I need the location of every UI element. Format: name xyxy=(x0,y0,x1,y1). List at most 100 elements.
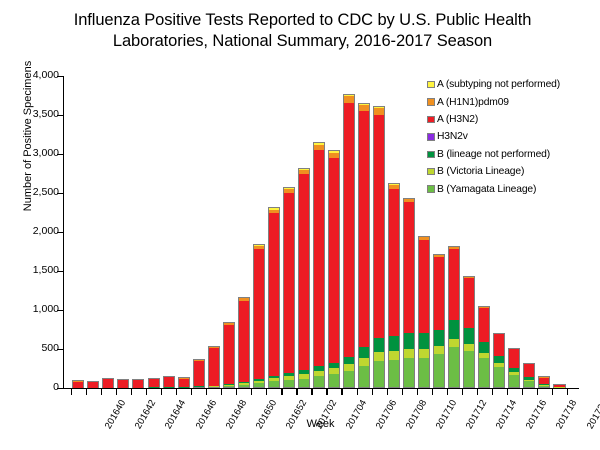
bar-segment xyxy=(403,358,416,388)
bar-segment xyxy=(72,380,85,382)
bar-segment xyxy=(448,347,461,388)
bar-segment xyxy=(267,207,280,210)
bar-segment xyxy=(207,346,220,349)
legend-item-label: A (H1N1)pdm09 xyxy=(437,96,509,108)
y-axis-tick-label: 500 xyxy=(41,342,59,354)
bar-segment xyxy=(327,368,340,374)
bar-segment xyxy=(312,376,325,388)
bar-segment xyxy=(342,363,355,371)
bar-segment xyxy=(207,345,220,347)
bar-segment xyxy=(207,348,220,386)
bar-segment xyxy=(327,373,340,388)
bar-segment xyxy=(222,321,235,324)
x-axis-tick-mark xyxy=(551,389,554,395)
bar-segment xyxy=(433,346,446,355)
bar-segment xyxy=(433,354,446,388)
bar-segment xyxy=(312,141,325,145)
bar-segment xyxy=(237,300,250,382)
y-axis-tick-label: 3,500 xyxy=(32,108,59,120)
bar-segment xyxy=(117,379,130,388)
bar-segment xyxy=(252,381,265,384)
bar-segment xyxy=(358,104,371,112)
x-axis-tick-mark xyxy=(206,389,208,395)
bar-segment xyxy=(282,186,295,190)
bar-segment xyxy=(207,385,220,387)
bar-segment xyxy=(403,333,416,349)
x-axis-tick-mark xyxy=(85,389,88,395)
y-axis-tick-label: 1,000 xyxy=(32,303,59,315)
x-axis-tick-mark xyxy=(266,389,268,395)
bar-segment xyxy=(523,379,536,381)
y-axis-tick-label: 2,000 xyxy=(32,225,59,237)
bar-segment xyxy=(388,359,401,388)
bar-segment xyxy=(282,376,295,380)
bar-segment xyxy=(192,360,205,387)
bar-segment xyxy=(282,379,295,388)
bar-segment xyxy=(538,384,551,386)
bar-segment xyxy=(327,158,340,363)
bar-segment xyxy=(87,380,100,382)
bar-segment xyxy=(282,193,295,373)
bar-segment xyxy=(508,374,521,388)
legend-item-label: H3N2v xyxy=(437,131,468,143)
bar-segment xyxy=(508,348,521,349)
legend-item-label: A (subtyping not performed) xyxy=(437,79,561,91)
bar-segment xyxy=(403,349,416,359)
chart-legend: A (subtyping not performed) A (H1N1)pdm09… xyxy=(427,76,597,198)
y-axis-tick-mark xyxy=(57,271,63,273)
bar-segment xyxy=(418,349,431,358)
bar-segment xyxy=(117,378,130,380)
bar-segment xyxy=(373,115,386,339)
legend-item: B (lineage not performed) xyxy=(427,146,597,163)
bar-segment xyxy=(222,323,235,325)
x-axis-tick-mark xyxy=(341,389,343,395)
legend-swatch-icon xyxy=(427,185,435,193)
bar-segment xyxy=(102,379,115,388)
x-axis-tick-mark xyxy=(371,389,373,395)
bar-segment xyxy=(297,169,310,174)
x-axis-tick-mark xyxy=(506,389,509,395)
bar-segment xyxy=(373,106,386,108)
bar-segment xyxy=(508,372,521,375)
bar-segment xyxy=(463,343,476,351)
bar-segment xyxy=(523,364,536,378)
chart-title-line-2: Laboratories, National Summary, 2016-201… xyxy=(112,32,493,50)
bar-segment xyxy=(358,357,371,367)
bar-segment xyxy=(162,375,175,377)
bar-segment xyxy=(177,377,190,379)
x-axis-tick-mark xyxy=(461,389,463,395)
x-axis-tick-mark xyxy=(491,389,494,395)
bar-segment xyxy=(282,189,295,194)
legend-swatch-icon xyxy=(427,98,435,106)
bar-segment xyxy=(222,385,235,386)
legend-swatch-icon xyxy=(427,167,435,176)
bar-segment xyxy=(358,111,371,348)
bar-segment xyxy=(478,306,491,308)
y-axis-tick-label: 2,500 xyxy=(32,186,59,198)
x-axis-tick-mark xyxy=(476,389,478,395)
bar-segment xyxy=(523,362,536,364)
bar-segment xyxy=(373,338,386,352)
bar-segment xyxy=(493,366,506,388)
bar-segment xyxy=(297,378,310,388)
bar-segment xyxy=(252,378,265,381)
bar-segment xyxy=(448,249,461,321)
bar-segment xyxy=(267,213,280,376)
bar-segment xyxy=(433,254,446,257)
bar-segment xyxy=(493,356,506,364)
x-axis-tick-mark xyxy=(416,389,418,395)
bar-segment xyxy=(312,366,325,372)
bar-segment xyxy=(478,353,491,359)
bar-segment xyxy=(312,371,325,377)
y-axis-tick-mark xyxy=(57,349,63,351)
bar-segment xyxy=(252,244,265,247)
bar-segment xyxy=(463,276,476,279)
bar-segment xyxy=(237,384,250,388)
bar-segment xyxy=(147,377,160,379)
bar-segment xyxy=(297,370,310,375)
bar-segment xyxy=(478,341,491,354)
x-axis-tick-mark xyxy=(356,389,358,395)
bar-segment xyxy=(463,350,476,388)
x-axis-tick-mark xyxy=(176,389,178,395)
bar-segment xyxy=(538,376,551,378)
